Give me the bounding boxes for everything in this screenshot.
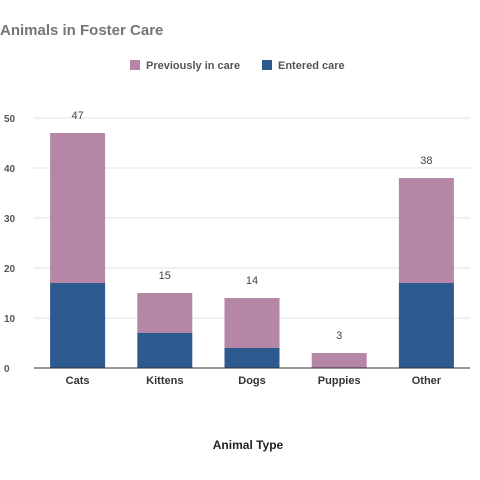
legend: Previously in care Entered care	[130, 60, 345, 72]
legend-label: Previously in care	[146, 60, 240, 72]
legend-swatch	[262, 60, 272, 70]
chart-title: Animals in Foster Care	[0, 22, 164, 39]
y-tick-label: 0	[4, 364, 10, 375]
x-tick-label: Kittens	[146, 375, 183, 387]
legend-swatch	[130, 60, 140, 70]
legend-label: Entered care	[278, 60, 345, 72]
data-label-total: 47	[71, 110, 83, 122]
data-label-total: 3	[336, 330, 342, 342]
bar-kittens-entered-care	[137, 333, 193, 368]
bar-cats-previously-in-care	[50, 133, 106, 283]
bar-other-entered-care	[398, 283, 454, 368]
y-tick-label: 40	[4, 164, 16, 175]
y-tick-label: 50	[4, 114, 16, 125]
data-labels: 47 15 14 3 38	[71, 110, 432, 342]
y-tick-label: 30	[4, 214, 16, 225]
x-tick-label: Cats	[66, 375, 90, 387]
x-tick-label: Dogs	[238, 375, 266, 387]
x-axis-ticks: Cats Kittens Dogs Puppies Other	[66, 375, 442, 387]
data-label-total: 15	[159, 270, 171, 282]
bars	[50, 133, 454, 368]
bar-puppies-previously-in-care	[311, 353, 367, 368]
bar-dogs-entered-care	[224, 348, 280, 368]
data-label-total: 14	[246, 275, 258, 287]
x-tick-label: Other	[412, 375, 442, 387]
x-tick-label: Puppies	[318, 375, 361, 387]
bar-cats-entered-care	[50, 283, 106, 368]
x-axis-title: Animal Type	[213, 438, 284, 452]
y-axis-ticks: 0 10 20 30 40 50	[4, 114, 16, 375]
bar-other-previously-in-care	[398, 178, 454, 283]
bar-dogs-previously-in-care	[224, 298, 280, 348]
y-tick-label: 20	[4, 264, 16, 275]
y-tick-label: 10	[4, 314, 16, 325]
data-label-total: 38	[420, 155, 432, 167]
bar-kittens-previously-in-care	[137, 293, 193, 333]
